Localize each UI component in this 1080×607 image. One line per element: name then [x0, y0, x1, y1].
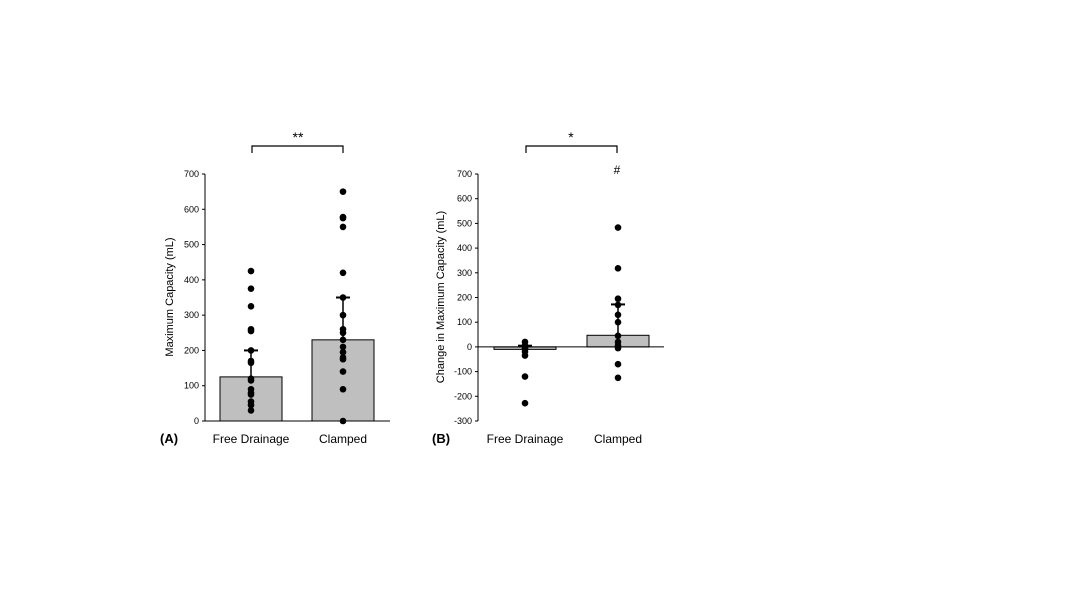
panel-b-data-point: [614, 374, 622, 382]
panel-a-data-point: [339, 343, 347, 351]
panel-a-data-point: [339, 294, 347, 301]
panel-a-y-tick-label: 600: [184, 204, 199, 214]
panel-a-data-point: [247, 377, 255, 384]
panel-b-y-tick-label: 400: [457, 243, 472, 253]
panel-b-chart: (B) Change in Maximum Capacity (mL) Free…: [432, 129, 664, 446]
panel-b-data-point: [614, 360, 622, 368]
panel-a-label: (A): [160, 431, 178, 446]
panel-a-data-point: [247, 359, 255, 367]
panel-a-data-point: [339, 336, 347, 344]
panel-b-data-point: [614, 301, 622, 309]
panel-a-y-axis-label: Maximum Capacity (mL): [164, 237, 176, 356]
panel-a-y-tick-label: 200: [184, 345, 199, 355]
panel-a-significance-bracket: [251, 145, 344, 153]
panel-b-y-tick-label: -300: [454, 416, 472, 426]
panel-b-data-point: [521, 352, 529, 359]
panel-a-chart: (A) Maximum Capacity (mL) Free Drainage …: [160, 129, 390, 446]
panel-a-y-tick-label: 500: [184, 240, 199, 250]
panel-a-y-tick-label: 300: [184, 310, 199, 320]
panel-a-data-point: [339, 188, 347, 195]
panel-b-y-tick-label: 100: [457, 317, 472, 327]
panel-b-data-point: [614, 295, 622, 303]
panel-a-y-tick-label: 400: [184, 275, 199, 285]
panel-b-label: (B): [432, 431, 450, 446]
panel-b-y-tick-label: -100: [454, 367, 472, 377]
panel-a-data-point: [247, 303, 255, 310]
panel-b-y-tick-label: 700: [457, 169, 472, 179]
panel-a-data-point: [339, 214, 347, 222]
panel-b-category-free-drainage: Free Drainage: [487, 432, 564, 446]
panel-b-data-point: [614, 265, 622, 272]
panel-a-data-point: [339, 368, 347, 375]
panel-a-data-point: [247, 391, 255, 398]
panel-b-y-tick-label: -200: [454, 391, 472, 401]
panel-b-significance-label: *: [568, 129, 574, 145]
panel-b-data-point: [614, 311, 622, 319]
panel-b-y-tick-label: 600: [457, 194, 472, 204]
panel-b-annotation: #: [614, 163, 621, 177]
panel-b-y-tick-label: 0: [467, 342, 472, 352]
panel-a-data-point: [339, 223, 347, 231]
panel-b-category-clamped: Clamped: [594, 432, 642, 446]
panel-b-significance-bracket: [525, 145, 618, 153]
panel-b-y-tick-label: 500: [457, 218, 472, 228]
panel-a-data-point: [247, 285, 255, 292]
panel-a-y-tick-label: 100: [184, 381, 199, 391]
panel-a-data-point: [339, 329, 347, 337]
panel-b-data-point: [614, 318, 622, 326]
panel-a-data-point: [247, 327, 255, 335]
panel-b-data-point: [614, 332, 622, 340]
panel-a-data-point: [247, 407, 255, 414]
panel-a-significance-label: **: [293, 129, 304, 145]
panel-a-data-point: [339, 348, 347, 356]
panel-a-data-point: [247, 267, 255, 275]
panel-a-data-point: [339, 355, 347, 363]
panel-b-data-point: [614, 224, 622, 231]
panel-a-data-point: [247, 347, 255, 354]
panel-b-data-point: [521, 373, 529, 380]
panel-a-y-tick-label: 0: [194, 416, 199, 426]
panel-a-data-point: [339, 385, 347, 393]
panel-b-y-axis-label: Change in Maximum Capacity (mL): [435, 211, 447, 383]
panel-b-y-tick-label: 300: [457, 268, 472, 278]
panel-a-data-point: [339, 417, 347, 425]
panel-a-y-tick-label: 700: [184, 169, 199, 179]
panel-a-data-point: [339, 269, 347, 277]
panel-a-category-clamped: Clamped: [319, 432, 367, 446]
panel-a-data-point: [339, 311, 347, 319]
panel-b-data-point: [614, 344, 622, 352]
panel-b-y-tick-label: 200: [457, 293, 472, 303]
panel-b-data-point: [521, 399, 529, 407]
panel-a-category-free-drainage: Free Drainage: [213, 432, 290, 446]
panel-a-data-point: [247, 401, 255, 409]
